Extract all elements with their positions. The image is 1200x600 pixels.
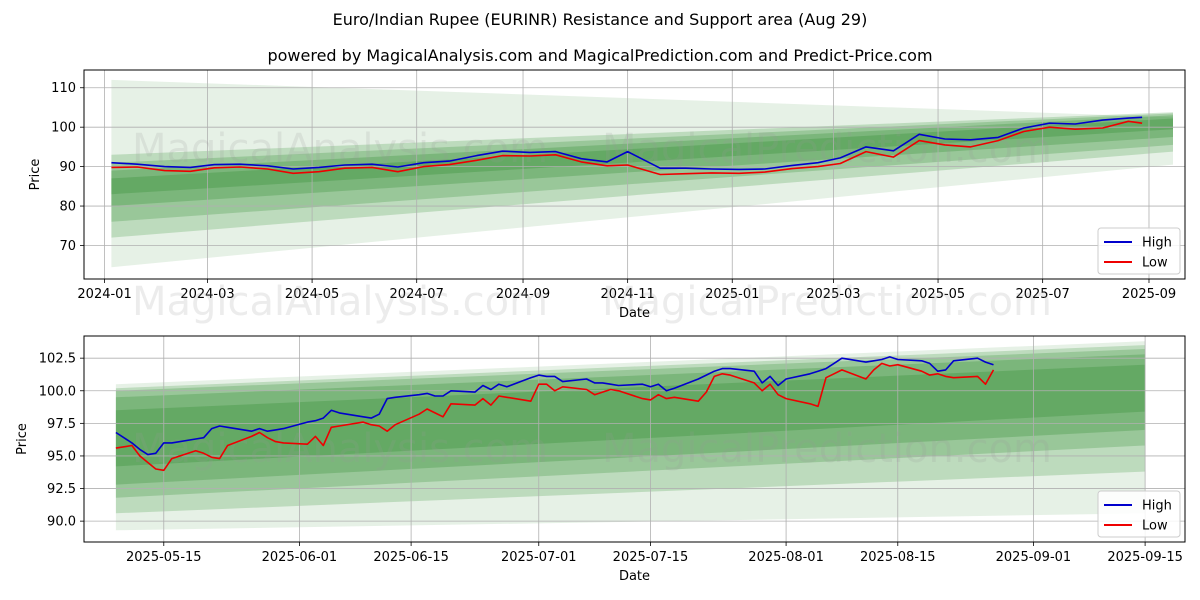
- x-tick-label: 2025-09: [1122, 287, 1176, 302]
- band-4: [115, 354, 1146, 485]
- series-low-line: [111, 120, 1143, 176]
- x-tick-label: 2025-01: [705, 287, 759, 302]
- band-4: [111, 115, 1173, 206]
- chart-subtitle: powered by MagicalAnalysis.com and Magic…: [267, 46, 933, 65]
- support-resistance-bands: [115, 341, 1146, 531]
- plot-frame: [83, 69, 1186, 280]
- watermark-text: MagicalPrediction.com: [602, 126, 1052, 172]
- x-tick-label: 2025-06-01: [262, 550, 338, 565]
- band-2: [115, 345, 1146, 514]
- plot-frame: [83, 335, 1186, 543]
- watermark-text: MagicalPrediction.com: [602, 426, 1052, 472]
- legend: High Low: [1097, 227, 1181, 275]
- y-axis-label: Price: [28, 159, 43, 191]
- x-tick-label: 2025-09-15: [1107, 550, 1183, 565]
- x-axis-label: Date: [619, 306, 650, 321]
- band-1: [111, 79, 1173, 268]
- x-tick-label: 2024-05: [285, 287, 339, 302]
- x-tick-label: 2025-08-15: [860, 550, 936, 565]
- band-3: [111, 113, 1173, 222]
- watermark-text: MagicalAnalysis.com: [132, 426, 548, 472]
- chart-title: Euro/Indian Rupee (EURINR) Resistance an…: [332, 10, 868, 29]
- series-high-line: [115, 356, 994, 456]
- chart-panel-2: 2025-05-15 2025-06-01 2025-06-15 2025-07-01…: [15, 335, 1186, 584]
- legend-label-high: High: [1142, 499, 1172, 514]
- y-tick-label: 90: [59, 160, 76, 175]
- x-tick-label: 2025-07: [1015, 287, 1069, 302]
- y-tick-label: 102.5: [39, 352, 76, 367]
- y-tick-label: 95.0: [47, 449, 76, 464]
- y-tick-label: 100.0: [39, 384, 76, 399]
- y-tick-label: 90.0: [47, 515, 76, 530]
- y-tick-label: 70: [59, 239, 76, 254]
- x-tick-label: 2025-05-15: [126, 550, 202, 565]
- series-low-line: [115, 362, 995, 472]
- y-tick-label: 92.5: [47, 482, 76, 497]
- legend-label-low: Low: [1142, 519, 1168, 534]
- x-tick-label: 2025-07-15: [613, 550, 689, 565]
- x-tick-label: 2024-09: [496, 287, 550, 302]
- x-tick-label: 2025-09-01: [996, 550, 1072, 565]
- chart-panel-1: 2024-01 2024-03 2024-05 2024-07 2024-09 2024-…: [28, 69, 1186, 325]
- band-5: [115, 364, 1146, 467]
- y-tick-label: 80: [59, 200, 76, 215]
- watermark-text: MagicalAnalysis.com: [132, 126, 548, 172]
- x-tick-label: 2025-07-01: [501, 550, 577, 565]
- x-tick-label: 2025-05: [911, 287, 965, 302]
- y-tick-label: 97.5: [47, 417, 76, 432]
- legend: High Low: [1097, 490, 1181, 538]
- series-high-line: [111, 116, 1143, 171]
- y-axis-label: Price: [15, 423, 30, 455]
- watermark-text: MagicalAnalysis.com: [132, 279, 548, 325]
- support-resistance-bands: [111, 79, 1173, 268]
- x-tick-label: 2025-08-01: [748, 550, 824, 565]
- y-tick-label: 110: [51, 81, 76, 96]
- band-1: [115, 341, 1146, 531]
- watermark-text: MagicalPrediction.com: [602, 279, 1052, 325]
- x-axis-label: Date: [619, 569, 650, 584]
- y-tick-label: 100: [51, 121, 76, 136]
- legend-label-low: Low: [1142, 256, 1168, 271]
- band-5: [111, 118, 1173, 195]
- x-tick-label: 2024-01: [77, 287, 131, 302]
- x-tick-label: 2025-06-15: [373, 550, 449, 565]
- legend-label-high: High: [1142, 236, 1172, 251]
- x-tick-label: 2024-03: [180, 287, 234, 302]
- x-tick-label: 2025-03: [806, 287, 860, 302]
- x-tick-label: 2024-11: [600, 287, 654, 302]
- x-tick-label: 2024-07: [390, 287, 444, 302]
